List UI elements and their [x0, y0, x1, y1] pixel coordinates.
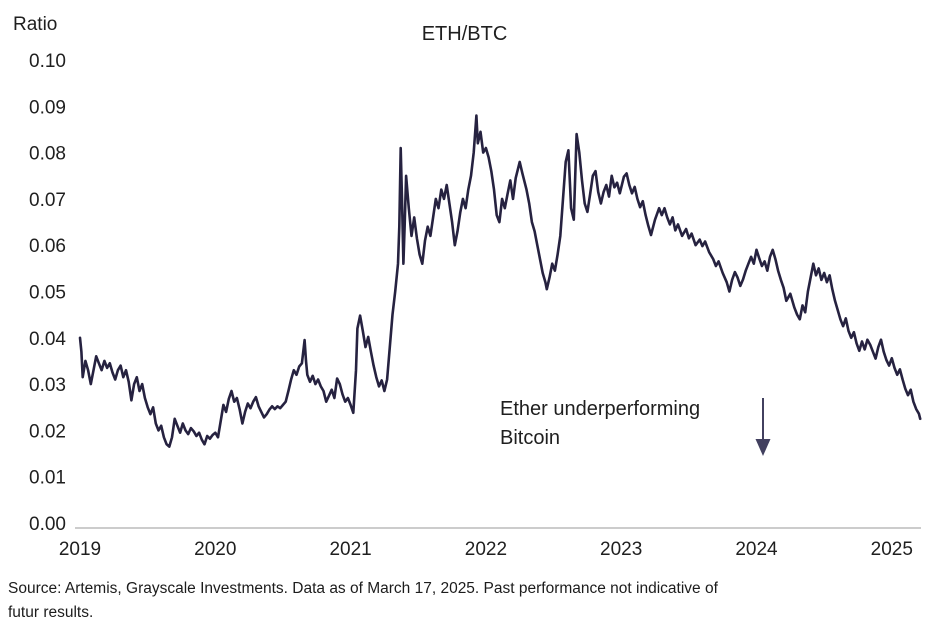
y-tick-label: 0.03: [29, 375, 66, 396]
source-note: Source: Artemis, Grayscale Investments. …: [8, 577, 923, 625]
down-arrow-icon: [755, 398, 771, 456]
y-tick-label: 0.05: [29, 283, 66, 304]
annotation-line-1: Ether underperforming: [500, 398, 701, 420]
x-tick-label: 2023: [600, 539, 642, 560]
y-tick-label: 0.06: [29, 236, 66, 257]
annotation-text: Ether underperforming Bitcoin: [500, 395, 700, 453]
y-tick-label: 0.07: [29, 190, 66, 211]
y-tick-label: 0.08: [29, 144, 66, 165]
source-note-line-1: Source: Artemis, Grayscale Investments. …: [8, 580, 718, 597]
x-axis-tick-labels: 2019 2020 2021 2022 2023 2024 2025: [59, 539, 913, 560]
x-tick-label: 2025: [871, 539, 913, 560]
y-axis-tick-labels: 0.00 0.01 0.02 0.03 0.04 0.05 0.06 0.07 0.08 0.09…: [29, 51, 66, 535]
y-axis-title: Ratio: [13, 14, 58, 35]
x-tick-label: 2019: [59, 539, 101, 560]
y-tick-label: 0.10: [29, 51, 66, 72]
x-tick-label: 2024: [735, 539, 778, 560]
annotation-line-2: Bitcoin: [500, 427, 561, 449]
eth-btc-ratio-line: [78, 114, 922, 448]
y-tick-label: 0.04: [29, 329, 66, 350]
chart-title: ETH/BTC: [421, 23, 508, 45]
y-tick-label: 0.09: [29, 97, 66, 118]
x-tick-label: 2021: [329, 539, 371, 560]
y-tick-label: 0.02: [29, 421, 66, 442]
y-tick-label: 0.01: [29, 468, 66, 489]
x-tick-label: 2022: [465, 539, 507, 560]
source-note-line-2: futur results.: [8, 604, 94, 621]
y-tick-label: 0.00: [29, 514, 66, 535]
x-tick-label: 2020: [194, 539, 236, 560]
